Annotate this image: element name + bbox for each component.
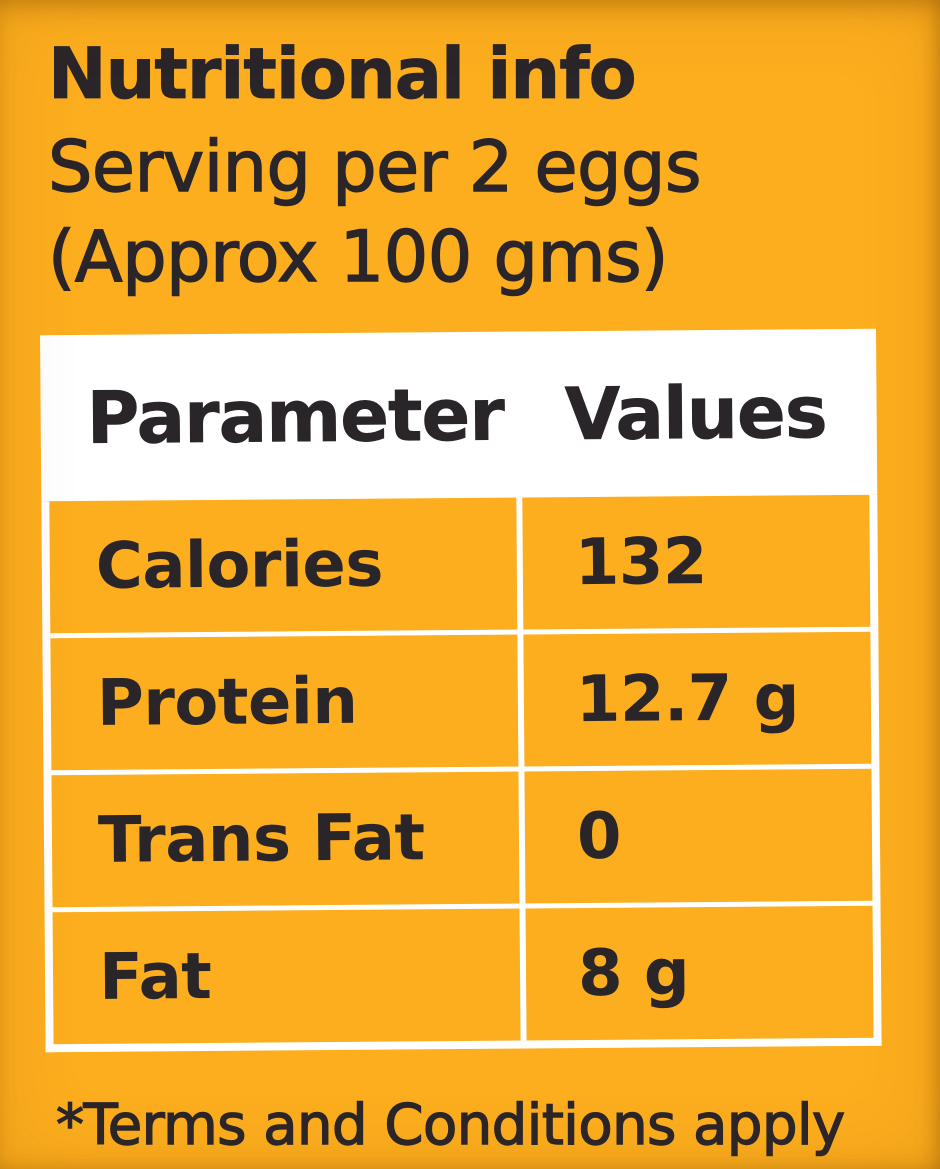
row-value: 132 <box>574 525 708 601</box>
row-label: Calories <box>49 497 524 634</box>
serving-size-line-1: Serving per 2 eggs <box>47 125 702 208</box>
row-fat: Fat 8 g <box>52 906 874 1045</box>
row-value: 8 g <box>577 936 690 1012</box>
label-header: Nutritional info Serving per 2 eggs (App… <box>47 26 702 302</box>
serving-size-line-2: (Approx 100 gms) <box>47 215 669 298</box>
row-calories: Calories 132 <box>49 494 871 639</box>
column-header-parameter: Parameter <box>86 372 505 460</box>
page-title: Nutritional info <box>48 33 638 116</box>
row-label: Trans Fat <box>51 771 526 908</box>
terms-footnote: *Terms and Conditions apply <box>55 1092 846 1158</box>
row-value: 12.7 g <box>575 661 800 738</box>
row-value: 0 <box>576 799 622 875</box>
row-protein: Protein 12.7 g <box>50 631 872 776</box>
row-label: Fat <box>52 908 527 1045</box>
table-body: Calories 132 Protein 12.7 g Trans Fat 0 … <box>41 494 882 1053</box>
row-trans-fat: Trans Fat 0 <box>51 768 873 913</box>
table-header-row: Parameter Values <box>40 328 878 502</box>
row-label: Protein <box>50 634 525 771</box>
nutrition-table: Parameter Values Calories 132 Protein 12… <box>40 328 882 1053</box>
column-header-values: Values <box>564 370 827 457</box>
